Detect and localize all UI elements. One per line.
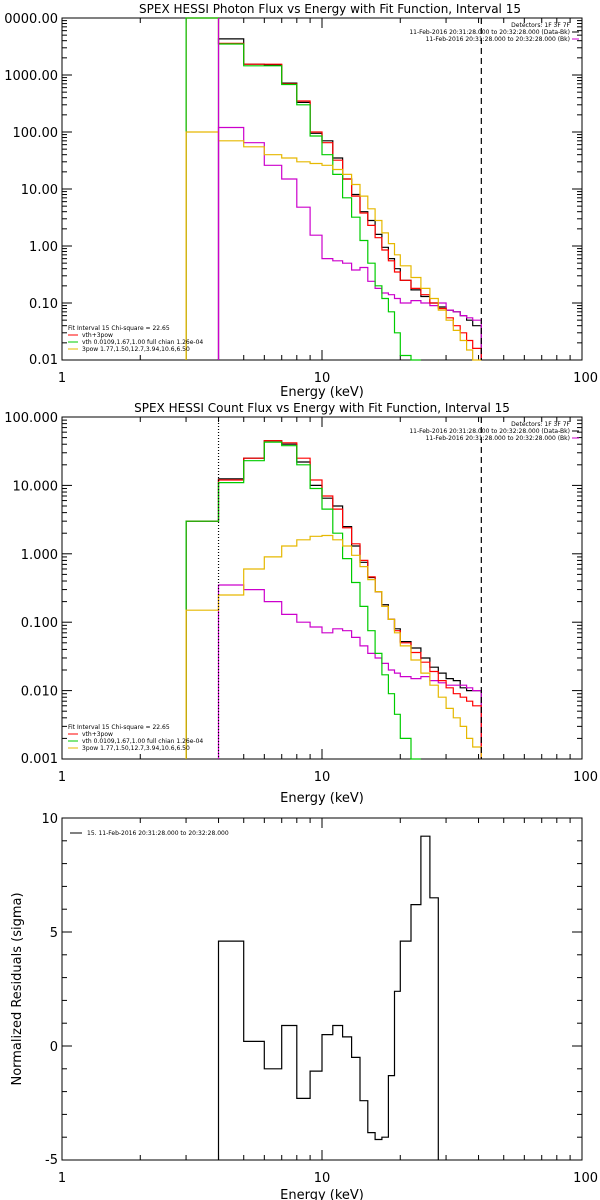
x-axis-label: Energy (keV) [280,791,364,806]
legend-entry: Fit Interval 15 Chi-square = 22.65 [68,325,170,332]
series-line [185,17,421,361]
series-line [185,440,482,759]
x-tick-labels: 1 10 100 [58,770,598,785]
y-tick-label: 1000.00 [4,69,58,84]
legend-entry: Detectors: 1F 3F 7F [511,22,570,29]
x-tick-label: 10 [314,770,331,785]
reference-lines [217,18,482,360]
y-tick-label: 1.00 [29,240,58,255]
legend-entry: vth+3pow [82,731,113,738]
y-tick-label: 0.01 [29,353,58,368]
axis-ticks [61,817,582,1161]
series-lines [185,440,482,760]
y-tick-labels: 0000.00 1000.00 100.00 10.00 1.00 0.10 0.01 [4,12,58,368]
y-axis-label: Normalized Residuals (sigma) [10,892,25,1085]
series-line [217,126,482,360]
y-tick-labels: 10 5 0 -5 [41,812,58,1168]
y-tick-label: 10 [41,812,58,827]
y-tick-labels: 100.000 10.000 1.000 0.100 0.010 0.001 [4,411,58,767]
series-lines [217,835,439,1160]
legend-entry: 11-Feb-2016 20:31:28.000 to 20:32:28.000… [426,36,570,43]
y-tick-label: 10.000 [13,479,59,494]
series-line [185,534,482,759]
series-line [217,835,439,1160]
y-tick-label: 1.000 [21,548,58,563]
y-tick-label: 0 [50,1040,58,1055]
legend-entry: 11-Feb-2016 20:31:28.000 to 20:32:28.000… [426,435,570,442]
x-tick-label: 100 [573,1171,598,1186]
x-tick-label: 100 [573,371,598,386]
x-tick-label: 10 [314,371,331,386]
series-line [217,584,482,759]
legend-bottom-left: Fit Interval 15 Chi-square = 22.65vth+3p… [68,325,203,353]
legend-entry: 15. 11-Feb-2016 20:31:28.000 to 20:32:28… [87,830,229,837]
legend-bottom-left: Fit Interval 15 Chi-square = 22.65vth+3p… [68,724,203,752]
x-tick-label: 100 [573,770,598,785]
x-axis-label: Energy (keV) [280,385,364,400]
series-line [185,440,482,759]
axis-ticks [61,417,582,760]
y-tick-label: 0.100 [21,616,58,631]
legend-entry: vth 0.0109,1.67,1.00 full chian 1.26e-04 [82,339,203,346]
legend-entry: Fit Interval 15 Chi-square = 22.65 [68,724,170,731]
y-tick-label: 10.00 [21,183,58,198]
chart-title: SPEX HESSI Photon Flux vs Energy with Fi… [139,2,521,16]
series-line [185,131,482,361]
y-tick-label: 0000.00 [4,12,58,27]
legend-entry: vth 0.0109,1.67,1.00 full chian 1.26e-04 [82,738,203,745]
legend-entry: Detectors: 1F 3F 7F [511,421,570,428]
plot-frame [61,17,583,361]
x-tick-label: 10 [314,1171,331,1186]
legend-top-left: 15. 11-Feb-2016 20:31:28.000 to 20:32:28… [70,830,229,837]
y-tick-label: 0.10 [29,297,58,312]
x-tick-label: 1 [58,371,66,386]
chart-title: SPEX HESSI Count Flux vs Energy with Fit… [134,401,510,415]
series-line [185,17,482,360]
x-tick-labels: 1 10 100 [58,1171,598,1186]
y-tick-label: 0.001 [21,752,58,767]
y-tick-label: 100.00 [13,126,59,141]
legend-entry: 11-Feb-2016 20:31:28.000 to 20:32:28.000… [409,29,570,36]
photon-flux-chart: SPEX HESSI Photon Flux vs Energy with Fi… [4,2,598,400]
y-tick-label: 0.010 [21,685,58,700]
plot-frame [61,817,583,1161]
x-tick-label: 1 [58,770,66,785]
x-tick-label: 1 [58,1171,66,1186]
legend-entry: 3pow 1.77,1.50,12.7,3.94,10.6,6.50 [82,346,190,353]
x-tick-labels: 1 10 100 [58,371,598,386]
series-line [185,441,421,760]
plot-frame [61,416,583,760]
y-tick-label: 100.000 [4,411,58,426]
residuals-chart: 10 5 0 -5 1 10 100 Energy (keV) Normalized Re… [10,812,598,1200]
legend-entry: vth+3pow [82,332,113,339]
series-line [217,38,482,360]
reference-lines [217,417,482,759]
count-flux-chart: SPEX HESSI Count Flux vs Energy with Fit… [4,401,598,806]
series-lines [185,17,482,361]
y-tick-label: 5 [50,926,58,941]
x-axis-label: Energy (keV) [280,1188,364,1200]
axis-ticks [61,18,582,361]
y-tick-label: -5 [45,1153,58,1168]
legend-entry: 11-Feb-2016 20:31:28.000 to 20:32:28.000… [409,428,570,435]
legend-entry: 3pow 1.77,1.50,12.7,3.94,10.6,6.50 [82,745,190,752]
